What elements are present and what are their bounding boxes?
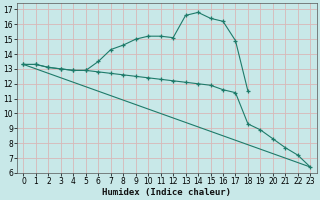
X-axis label: Humidex (Indice chaleur): Humidex (Indice chaleur): [102, 188, 231, 197]
